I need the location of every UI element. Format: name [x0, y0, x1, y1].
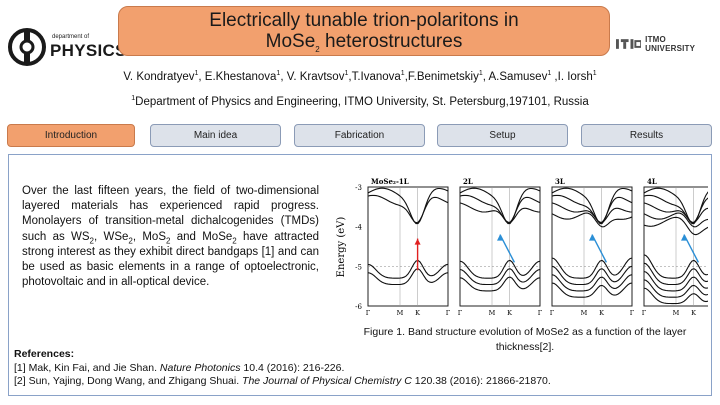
- x-tick-label: K: [415, 309, 420, 317]
- x-tick-label: Γ: [630, 309, 635, 317]
- panel-label: 2L: [463, 177, 473, 186]
- tab-fabrication[interactable]: Fabrication: [294, 124, 425, 147]
- x-tick-label: K: [691, 309, 696, 317]
- conduction-band: [459, 194, 541, 224]
- tab-main-idea[interactable]: Main idea: [150, 124, 281, 147]
- valence-band: [551, 274, 633, 292]
- title-line-1: Electrically tunable trion-polaritons in: [209, 10, 519, 31]
- arrow-head: [589, 234, 595, 241]
- y-tick-label: -6: [355, 303, 362, 311]
- valence-band: [643, 279, 708, 298]
- x-tick-label: Γ: [458, 309, 463, 317]
- author-name: E.Khestanova: [204, 71, 277, 83]
- transition-arrow: [683, 234, 700, 263]
- y-tick-label: -4: [355, 224, 362, 232]
- author-name: V. Kondratyev: [123, 71, 195, 83]
- conduction-band: [367, 194, 449, 224]
- conduction-band: [551, 187, 633, 225]
- intro-paragraph: Over the last fifteen years, the field o…: [22, 185, 319, 289]
- y-axis-label: Energy (eV): [336, 217, 347, 278]
- x-tick-label: K: [507, 309, 512, 317]
- valence-band: [367, 268, 449, 286]
- x-tick-label: M: [397, 309, 404, 317]
- physics-department-logo: department of PHYSICS: [6, 26, 126, 70]
- tab-setup[interactable]: Setup: [437, 124, 568, 147]
- itmo-logo: ITMO UNIVERSITY: [616, 35, 716, 53]
- references: References: [1] Mak, Kin Fai, and Jie Sh…: [14, 348, 614, 389]
- conduction-band: [551, 194, 633, 224]
- valence-band: [551, 265, 633, 286]
- x-tick-label: Γ: [642, 309, 647, 317]
- conduction-band: [551, 212, 633, 228]
- arrow-head: [681, 234, 687, 241]
- author-name: T.Ivanova: [351, 71, 401, 83]
- transition-arrow: [499, 234, 516, 263]
- valence-band: [459, 259, 541, 279]
- tab-results[interactable]: Results: [581, 124, 712, 147]
- conduction-band: [367, 187, 449, 225]
- logo-small-text: department of: [52, 34, 90, 40]
- arrow-head: [497, 234, 503, 241]
- itmo-mark-icon: [616, 39, 642, 49]
- logo-big-text: PHYSICS: [50, 41, 127, 60]
- x-tick-label: K: [599, 309, 604, 317]
- band-structure-figure: Energy (eV) -3 -4 -5 -6 MoSe₂-1L Γ M K Γ 2L Γ M K Γ 3L Γ…: [336, 177, 708, 317]
- author-name: I. Iorsh: [557, 71, 593, 83]
- panel-label: 3L: [555, 177, 565, 186]
- panel-label: MoSe₂-1L: [371, 177, 409, 186]
- y-tick-label: -3: [355, 184, 362, 192]
- valence-band: [643, 262, 708, 286]
- author-name: F.Benimetskiy: [407, 71, 479, 83]
- conduction-band: [459, 187, 541, 225]
- tab-introduction[interactable]: Introduction: [7, 124, 135, 147]
- valence-band: [643, 270, 708, 292]
- y-tick-label: -5: [355, 263, 362, 271]
- author-name: A.Samusev: [488, 71, 548, 83]
- conduction-band: [643, 194, 708, 224]
- x-tick-label: Γ: [366, 309, 371, 317]
- valence-band: [367, 259, 449, 279]
- conduction-band: [643, 212, 708, 228]
- arrow-head: [414, 238, 421, 245]
- x-tick-label: Γ: [538, 309, 543, 317]
- poster-title: Electrically tunable trion-polaritons in…: [118, 6, 610, 56]
- references-heading: References:: [14, 348, 75, 360]
- transition-arrow: [591, 234, 608, 263]
- panel-label: 4L: [647, 177, 657, 186]
- x-tick-label: Γ: [550, 309, 555, 317]
- affiliation: 1Department of Physics and Engineering, …: [131, 95, 589, 108]
- conduction-band: [643, 216, 708, 236]
- valence-band: [643, 287, 708, 305]
- reference-1: [1] Mak, Kin Fai, and Jie Shan. Nature P…: [14, 361, 345, 374]
- x-tick-label: M: [489, 309, 496, 317]
- x-tick-label: M: [581, 309, 588, 317]
- title-line-2: MoSe2 heterostructures: [265, 31, 463, 54]
- physics-atom-icon: [8, 28, 46, 66]
- conduction-band: [459, 202, 541, 223]
- valence-band: [551, 257, 633, 279]
- conduction-band: [643, 187, 708, 225]
- author-name: V. Kravtsov: [286, 71, 345, 83]
- author-list: V. Kondratyev1, E.Khestanova1, V. Kravts…: [123, 70, 597, 83]
- x-tick-label: M: [673, 309, 680, 317]
- conduction-band: [551, 202, 633, 223]
- itmo-logo-text: ITMO UNIVERSITY: [645, 35, 696, 53]
- x-tick-label: Γ: [446, 309, 451, 317]
- conduction-band: [643, 202, 708, 223]
- valence-band: [551, 282, 633, 298]
- reference-2: [2] Sun, Yajing, Dong Wang, and Zhigang …: [14, 375, 551, 387]
- valence-band: [459, 276, 541, 292]
- band-panel: [367, 186, 449, 307]
- valence-band: [643, 254, 708, 279]
- figure-caption: Figure 1. Band structure evolution of Mo…: [363, 326, 687, 353]
- valence-band: [459, 268, 541, 286]
